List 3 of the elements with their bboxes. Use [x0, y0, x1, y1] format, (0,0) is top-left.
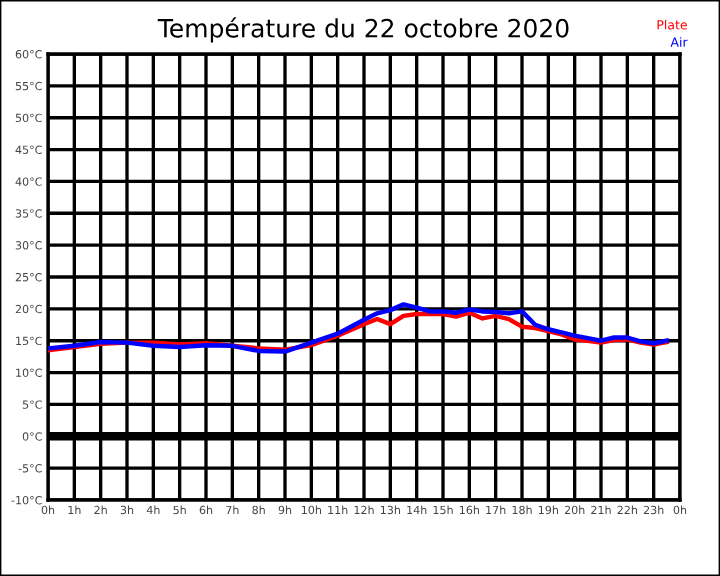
line-series [48, 302, 670, 354]
line-series [48, 310, 670, 353]
chart-title: Température du 22 octobre 2020 [157, 17, 569, 43]
